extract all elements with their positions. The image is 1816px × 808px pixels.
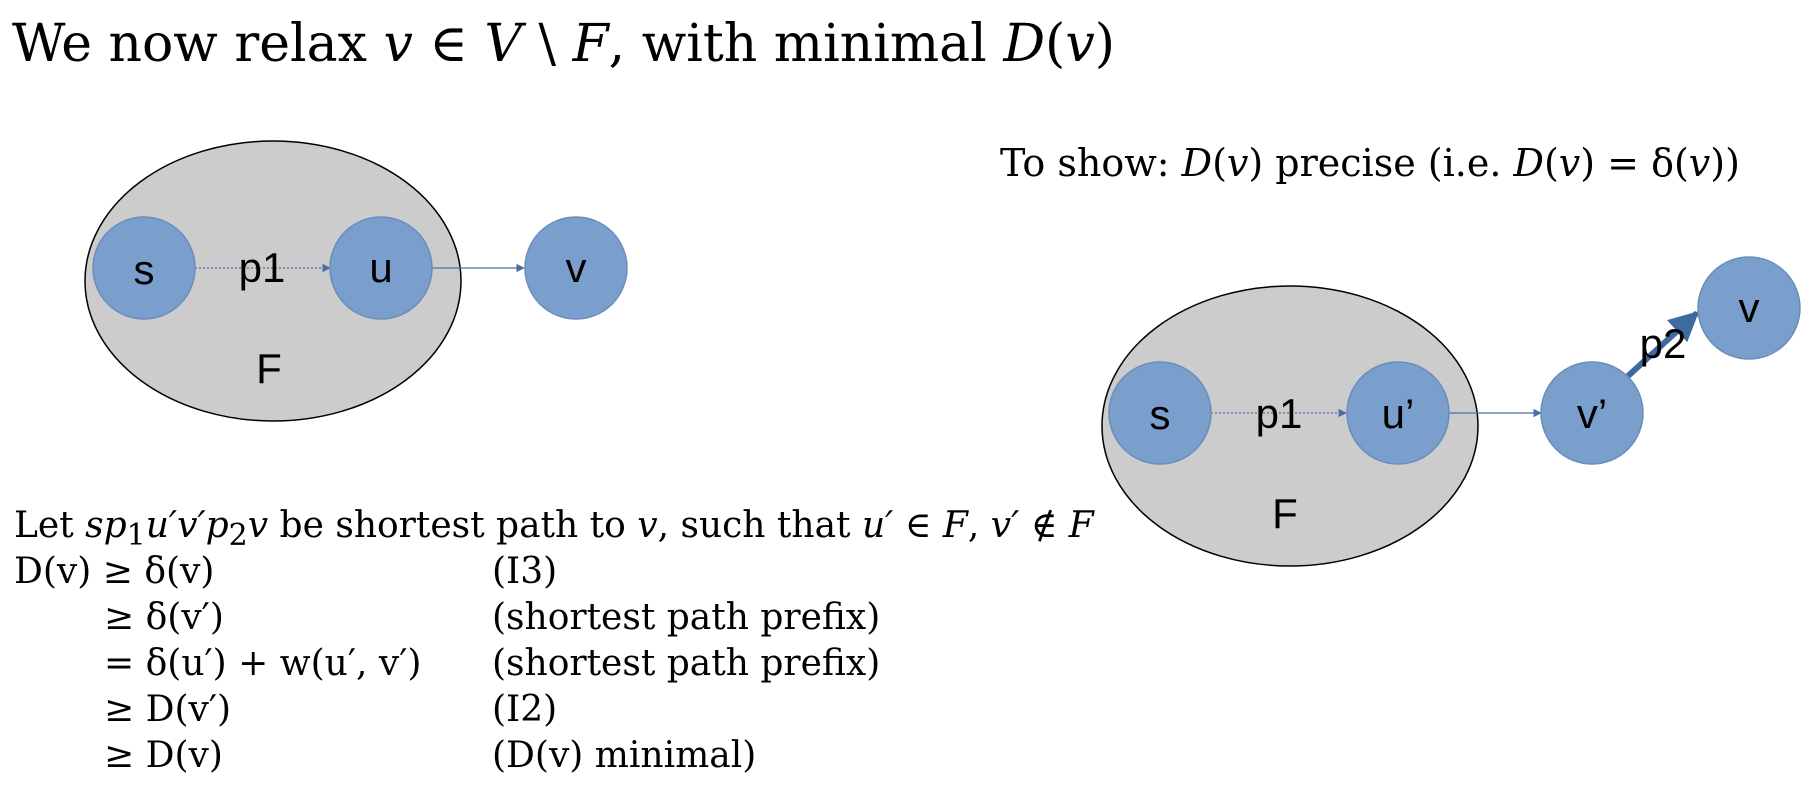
proof-lhs: = δ(u′) + w(u′, v′) [104, 643, 422, 684]
label-v-right: v [1739, 284, 1760, 331]
node-u-right [1346, 361, 1450, 465]
proof-lhs: ≥ δ(v′) [104, 597, 224, 638]
slide-title: We now relax v ∈ V \ F, with minimal D(v… [12, 14, 1115, 74]
node-u-left [329, 216, 433, 320]
proof-reason: (shortest path prefix) [492, 597, 881, 638]
proof-lhs: D(v) ≥ δ(v) [14, 551, 215, 592]
label-F-right: F [1272, 490, 1298, 537]
label-p1-left: p1 [239, 244, 286, 291]
proof-lhs: ≥ D(v′) [104, 689, 232, 730]
label-p2-right: p2 [1640, 320, 1687, 367]
label-p1-right: p1 [1256, 390, 1303, 437]
label-u-right: u’ [1382, 390, 1415, 437]
node-vp-right [1540, 361, 1644, 465]
proof-reason: (I3) [492, 551, 558, 592]
label-s-right: s [1150, 391, 1171, 438]
proof-reason: (D(v) minimal) [492, 735, 757, 776]
set-F-left [84, 140, 462, 422]
label-u-left: u [369, 244, 392, 291]
label-v-left: v [566, 244, 587, 291]
node-s-left [92, 216, 196, 320]
proof-reason: (shortest path prefix) [492, 643, 881, 684]
proof-lhs: ≥ D(v) [104, 735, 223, 776]
node-v-left [524, 216, 628, 320]
label-F-left: F [256, 345, 282, 392]
left-graph: s u v p1 F [84, 140, 628, 422]
to-show-statement: To show: D(v) precise (i.e. D(v) = δ(v)) [1000, 141, 1740, 185]
node-v-right [1697, 256, 1801, 360]
node-s-right [1108, 361, 1212, 465]
set-F-right [1101, 285, 1479, 567]
label-s-left: s [134, 246, 155, 293]
edge-vp-v-right [1625, 310, 1700, 379]
proof-reason: (I2) [492, 689, 558, 730]
right-graph: s u’ v’ v p1 p2 F [1101, 256, 1801, 567]
label-vp-right: v’ [1577, 390, 1607, 437]
